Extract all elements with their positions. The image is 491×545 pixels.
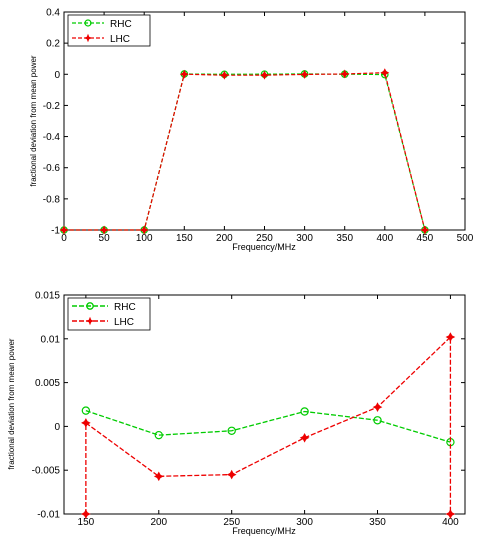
plot-area-frame xyxy=(63,11,466,231)
y-axis-label: fractional deviation from mean power xyxy=(29,55,38,187)
y-tick-label: 0 xyxy=(54,70,60,81)
x-tick-label: 200 xyxy=(150,517,167,528)
x-tick-label: 150 xyxy=(78,517,95,528)
legend-label-rhc: RHC xyxy=(110,19,132,30)
data-point-lhc xyxy=(219,70,229,80)
y-tick-label: 0.2 xyxy=(46,39,60,50)
y-tick-label: 0.015 xyxy=(35,291,60,302)
data-point-lhc xyxy=(179,69,189,79)
y-tick-label: 0.01 xyxy=(41,334,61,345)
x-tick-label: 250 xyxy=(223,517,240,528)
data-point-lhc xyxy=(420,225,430,235)
legend-label-lhc: LHC xyxy=(114,317,134,328)
axis-ticks: 0 50 100 150 200 250 300 350 400 450 500 0.4 0.2 0 -0.… xyxy=(43,8,474,245)
y-tick-label: -0.8 xyxy=(43,194,61,205)
legend-label-lhc: LHC xyxy=(110,34,130,45)
y-tick-label: 0.005 xyxy=(35,378,60,389)
x-tick-label: 50 xyxy=(99,233,111,244)
data-point-rhc xyxy=(373,416,382,425)
data-point-rhc xyxy=(154,430,163,440)
x-axis-label: Frequency/MHz xyxy=(232,526,296,536)
legend-marker-rhc xyxy=(86,302,94,310)
bottom-chart: 150 200 250 300 350 400 0.015 0.01 0.005 0 -0.005 -… xyxy=(7,291,466,536)
data-point-rhc xyxy=(227,426,236,435)
data-point-lhc xyxy=(260,70,269,80)
data-point-lhc xyxy=(59,225,69,235)
series-line-lhc xyxy=(64,72,426,231)
series-line-rhc xyxy=(85,410,451,443)
x-tick-label: 350 xyxy=(369,517,386,528)
data-point-rhc xyxy=(81,406,91,415)
plot-area-frame xyxy=(63,294,466,515)
x-tick-label: 400 xyxy=(442,517,459,528)
data-point-lhc xyxy=(99,225,109,235)
top-chart: 0 50 100 150 200 250 300 350 400 450 500 0.4 0.2 0 -0.… xyxy=(29,8,474,253)
x-tick-label: 200 xyxy=(216,233,233,244)
y-axis-label: fractional deviation from mean power xyxy=(7,338,16,470)
legend-marker-rhc xyxy=(84,19,92,27)
x-tick-label: 300 xyxy=(296,233,313,244)
legend-label-rhc: RHC xyxy=(114,302,136,313)
x-tick-label: 100 xyxy=(136,233,153,244)
data-point-lhc xyxy=(372,402,383,412)
x-tick-label: 350 xyxy=(336,233,353,244)
x-tick-label: 450 xyxy=(417,233,434,244)
series-layer xyxy=(81,332,456,519)
y-tick-label: -0.4 xyxy=(43,132,61,143)
x-axis-label: Frequency/MHz xyxy=(232,242,296,252)
data-point-lhc xyxy=(153,471,164,482)
data-point-lhc xyxy=(300,70,310,79)
legend: RHC LHC xyxy=(67,297,151,331)
y-tick-label: 0.4 xyxy=(46,8,60,19)
y-tick-label: -1 xyxy=(51,226,60,237)
data-point-lhc xyxy=(340,69,350,79)
legend-box xyxy=(67,14,151,47)
series-line-lhc xyxy=(85,335,452,514)
data-point-lhc xyxy=(380,68,390,78)
y-tick-label: -0.005 xyxy=(32,466,61,477)
legend: RHC LHC xyxy=(67,14,151,47)
data-point-lhc xyxy=(81,418,91,428)
x-tick-label: 0 xyxy=(61,233,67,244)
data-point-lhc xyxy=(226,469,237,480)
series-layer xyxy=(59,68,430,235)
legend-marker-lhc xyxy=(83,33,93,43)
legend-marker-lhc xyxy=(85,316,95,326)
y-tick-label: -0.01 xyxy=(37,510,60,521)
x-tick-label: 400 xyxy=(376,233,393,244)
data-point-lhc xyxy=(139,225,149,235)
data-point-lhc xyxy=(299,432,310,443)
axis-ticks: 150 200 250 300 350 400 0.015 0.01 0.005 0 -0.005 -… xyxy=(32,291,465,528)
x-tick-label: 300 xyxy=(296,517,313,528)
y-tick-label: -0.2 xyxy=(43,101,61,112)
data-point-lhc xyxy=(445,509,456,519)
legend-box xyxy=(67,297,151,331)
y-tick-label: 0 xyxy=(54,422,60,433)
data-point-rhc xyxy=(300,407,309,416)
x-tick-label: 150 xyxy=(176,233,193,244)
x-tick-label: 500 xyxy=(457,233,474,244)
x-tick-label: 250 xyxy=(256,233,273,244)
data-point-lhc xyxy=(445,332,456,342)
data-point-lhc xyxy=(81,509,91,519)
y-tick-label: -0.6 xyxy=(43,163,61,174)
